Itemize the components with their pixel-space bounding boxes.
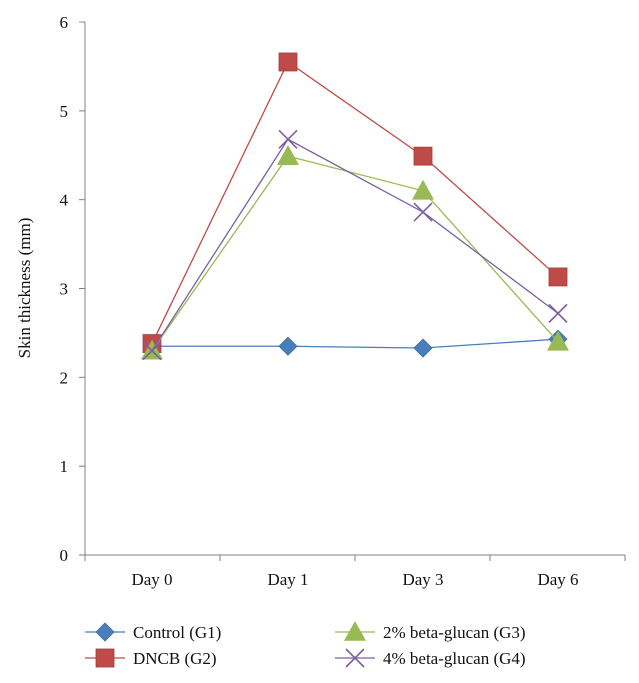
data-point — [413, 202, 433, 222]
legend-label: Control (G1) — [133, 623, 221, 642]
y-tick-label: 4 — [60, 191, 69, 210]
y-ticks: 0 1 2 3 4 5 6 — [60, 13, 85, 565]
x-ticks: Day 0 Day 1 Day 3 Day 6 — [84, 555, 626, 589]
y-tick-label: 5 — [60, 102, 69, 121]
data-point — [412, 179, 434, 200]
data-point — [547, 330, 569, 351]
legend-label: 2% beta-glucan (G3) — [383, 623, 526, 642]
data-point — [413, 338, 433, 358]
y-tick-label: 1 — [60, 457, 69, 476]
y-tick-label: 2 — [60, 368, 69, 387]
series-control-g1 — [142, 329, 568, 358]
series-line — [151, 155, 559, 352]
data-point — [278, 336, 298, 356]
data-point — [413, 146, 433, 166]
series-2-beta-glucan-g3 — [141, 145, 569, 360]
data-point — [548, 267, 568, 287]
legend-marker — [95, 648, 115, 668]
y-tick-label: 3 — [60, 280, 69, 299]
y-axis-label: Skin thickness (mm) — [15, 218, 34, 359]
series-dncb-g2 — [142, 52, 568, 353]
legend-item: 2% beta-glucan (G3) — [335, 621, 526, 642]
data-point — [548, 303, 568, 323]
legend-marker — [344, 621, 366, 641]
series-line — [152, 338, 559, 349]
legend-label: 4% beta-glucan (G4) — [383, 649, 526, 668]
x-tick-label: Day 1 — [267, 570, 308, 589]
legend-marker — [345, 648, 365, 668]
series-line — [151, 138, 559, 352]
legend-marker — [95, 622, 115, 642]
legend-item: Control (G1) — [85, 622, 221, 642]
axes — [84, 22, 625, 556]
data-point — [142, 341, 162, 361]
legend-item: 4% beta-glucan (G4) — [335, 648, 526, 668]
x-tick-label: Day 6 — [537, 570, 578, 589]
legend-item: DNCB (G2) — [85, 648, 217, 668]
data-point — [278, 129, 298, 149]
legend-label: DNCB (G2) — [133, 649, 217, 668]
x-tick-label: Day 0 — [131, 570, 172, 589]
data-point — [277, 145, 299, 165]
y-tick-label: 6 — [60, 13, 69, 32]
series-4-beta-glucan-g4 — [142, 129, 568, 361]
data-point — [278, 52, 298, 72]
series-layer — [141, 52, 569, 361]
y-tick-label: 0 — [60, 546, 69, 565]
legend: Control (G1) DNCB (G2) 2% beta-glucan (G3)… — [85, 621, 526, 668]
x-tick-label: Day 3 — [402, 570, 443, 589]
series-line — [151, 61, 559, 344]
